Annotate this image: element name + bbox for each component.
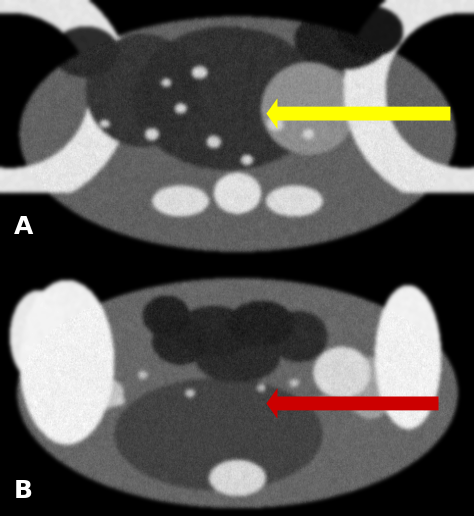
Text: B: B bbox=[14, 479, 33, 503]
Text: A: A bbox=[14, 215, 34, 239]
